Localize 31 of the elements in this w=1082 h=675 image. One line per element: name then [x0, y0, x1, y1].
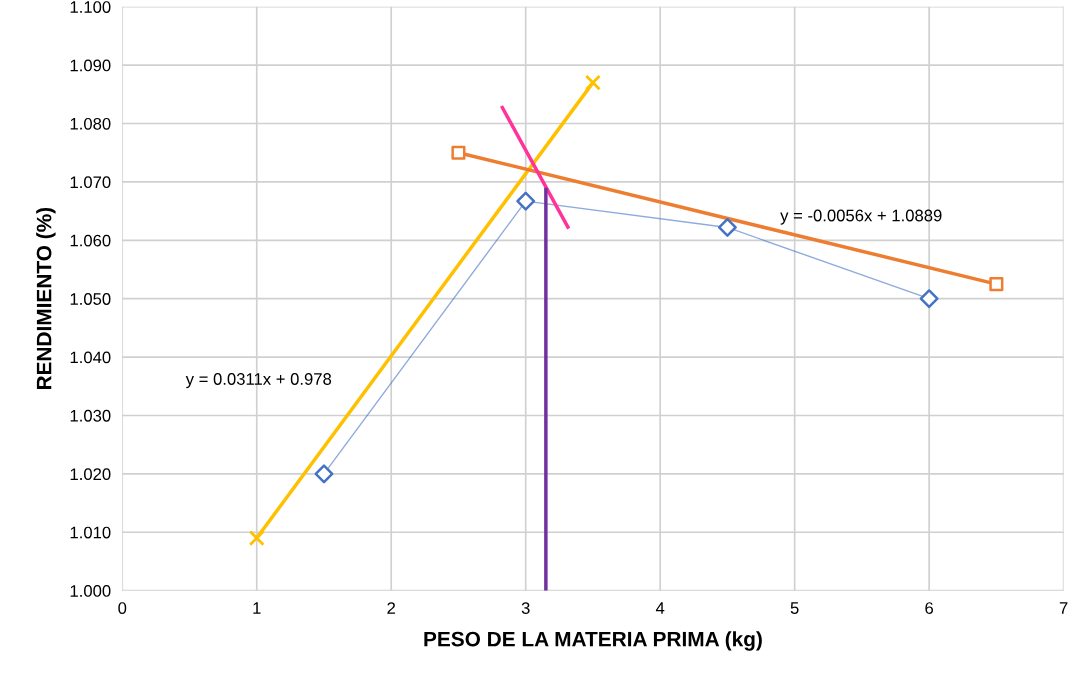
annotation: y = -0.0056x + 1.0889: [780, 209, 942, 225]
y-axis-title: RENDIMIENTO (%): [36, 207, 56, 390]
x-tick-label: 1: [253, 602, 261, 614]
y-tick-label: 1.100: [70, 1, 111, 13]
y-tick-label: 1.020: [70, 468, 111, 481]
x-tick-label: 7: [1059, 602, 1068, 614]
point: [989, 277, 1004, 292]
y-tick-label: 1.070: [70, 176, 111, 189]
point: [717, 217, 737, 237]
x-tick-label: 2: [387, 602, 396, 614]
y-tick-label: 1.050: [70, 293, 111, 305]
y-tick-label: 1.040: [70, 351, 111, 364]
y-tick-label: 1.030: [70, 409, 111, 422]
point: [919, 289, 939, 309]
y-tick-label: 1.000: [70, 585, 111, 597]
x-tick-label: 5: [790, 602, 799, 614]
point: [584, 74, 601, 91]
y-tick-label: 1.060: [70, 234, 111, 247]
x-axis-title: PESO DE LA MATERIA PRIMA (kg): [424, 631, 762, 651]
point: [516, 191, 536, 211]
x-tick-label: 4: [655, 602, 665, 614]
annotation: y = 0.0311x + 0.978: [185, 373, 332, 389]
point: [451, 145, 466, 160]
x-tick-label: 3: [521, 602, 530, 614]
y-tick-label: 1.080: [70, 117, 111, 130]
y-tick-label: 1.010: [70, 526, 111, 539]
point: [248, 530, 265, 547]
x-tick-label: 0: [118, 602, 127, 614]
point: [314, 464, 334, 484]
y-tick-label: 1.090: [70, 59, 111, 72]
x-tick-label: 6: [925, 602, 934, 614]
